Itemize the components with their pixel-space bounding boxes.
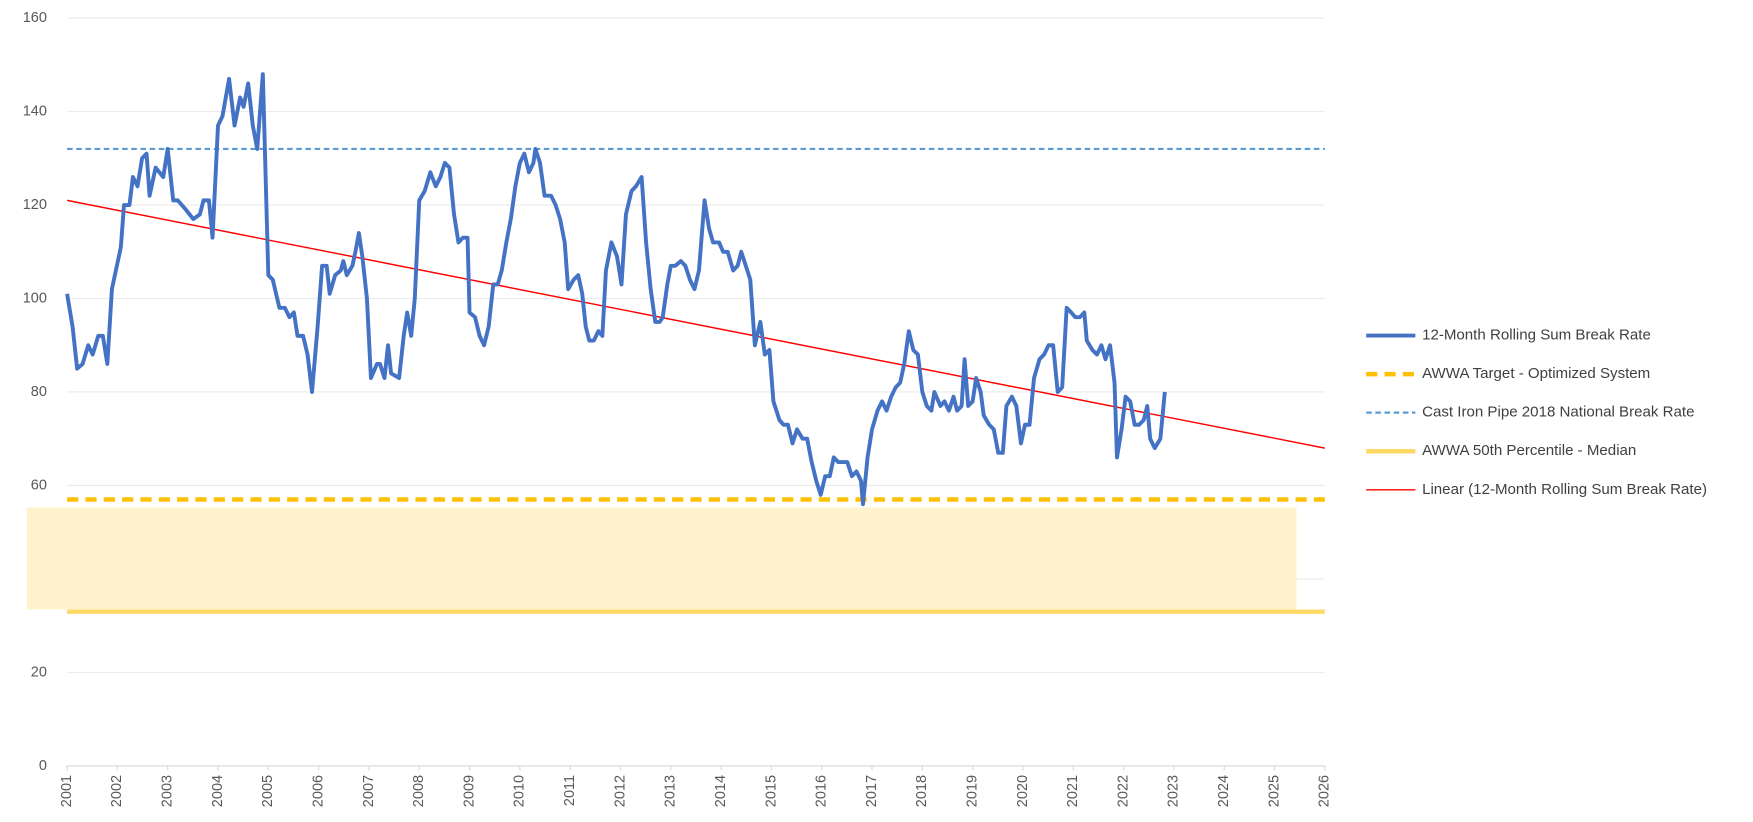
x-tick-label: 2006 <box>310 775 326 807</box>
x-tick-label: 2004 <box>210 775 226 807</box>
x-tick-label: 2011 <box>562 775 578 806</box>
series-line <box>65 72 1167 507</box>
y-tick-label: 20 <box>31 664 47 680</box>
y-tick-label: 60 <box>31 477 47 493</box>
x-tick-label: 2026 <box>1317 775 1333 807</box>
legend-label: Linear (12-Month Rolling Sum Break Rate) <box>1422 481 1707 498</box>
y-tick-label: 0 <box>39 758 47 774</box>
x-tick-label: 2018 <box>914 775 930 807</box>
y-tick-label: 140 <box>23 103 47 119</box>
legend-label: Cast Iron Pipe 2018 National Break Rate <box>1422 404 1694 421</box>
x-tick-label: 2021 <box>1065 775 1081 807</box>
x-tick-label: 2023 <box>1166 775 1182 807</box>
x-tick-label: 2001 <box>59 775 75 807</box>
y-tick-label: 120 <box>23 197 47 213</box>
x-tick-label: 2003 <box>160 775 176 807</box>
legend-label: AWWA Target - Optimized System <box>1422 365 1650 382</box>
series-line <box>66 199 1325 449</box>
y-tick-label: 100 <box>23 290 47 306</box>
x-tick-label: 2005 <box>260 775 276 807</box>
x-tick-label: 2025 <box>1266 775 1282 807</box>
x-tick-label: 2007 <box>361 775 377 807</box>
x-tick-label: 2022 <box>1115 775 1131 807</box>
x-tick-label: 2015 <box>763 775 779 807</box>
x-tick-label: 2002 <box>109 775 125 807</box>
x-tick-label: 2010 <box>512 775 528 807</box>
x-tick-label: 2017 <box>864 775 880 807</box>
shaded-band <box>26 507 1297 610</box>
legend-label: 12-Month Rolling Sum Break Rate <box>1422 327 1651 344</box>
x-tick-label: 2014 <box>713 775 729 807</box>
x-tick-label: 2024 <box>1216 775 1232 807</box>
y-tick-label: 80 <box>31 384 47 400</box>
x-tick-label: 2016 <box>814 775 830 807</box>
x-tick-label: 2009 <box>461 775 477 807</box>
legend-label: AWWA 50th Percentile - Median <box>1422 442 1636 459</box>
x-tick-label: 2019 <box>964 775 980 807</box>
x-tick-label: 2012 <box>612 775 628 807</box>
y-tick-label: 160 <box>23 10 47 26</box>
x-tick-label: 2020 <box>1015 775 1031 807</box>
x-tick-label: 2008 <box>411 775 427 807</box>
x-tick-label: 2013 <box>663 775 679 807</box>
